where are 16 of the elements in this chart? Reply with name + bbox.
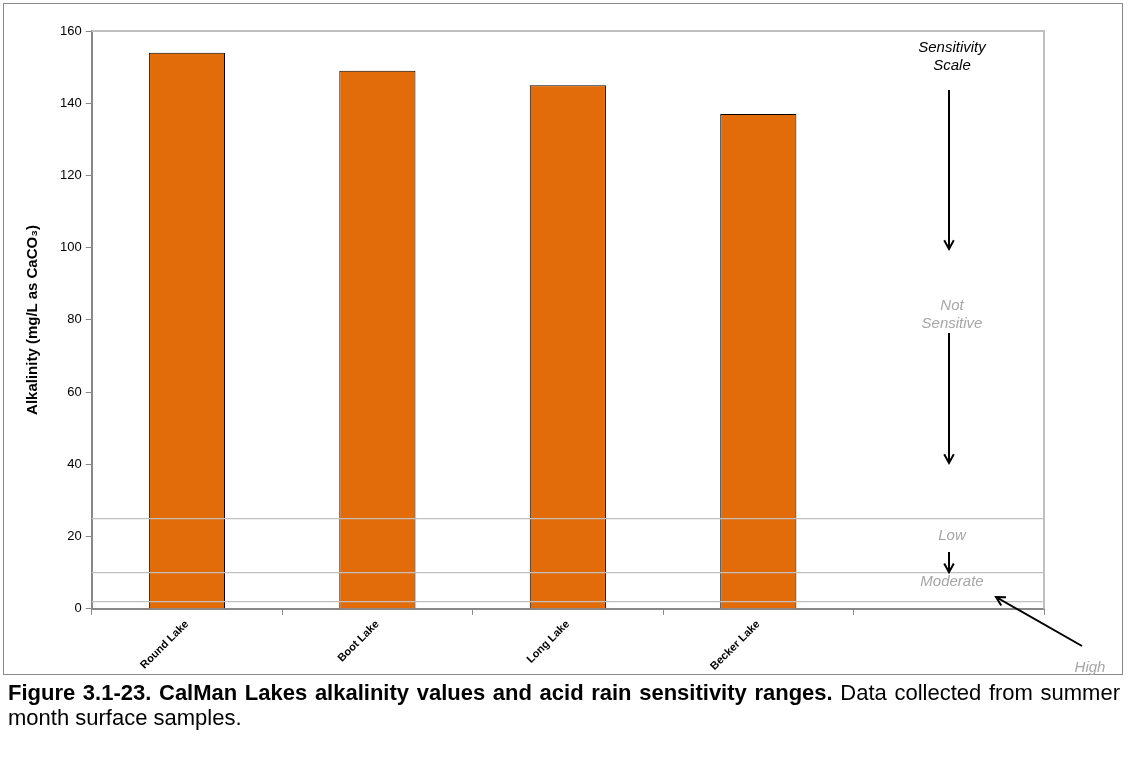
text: High	[1074, 657, 1106, 676]
y-tick-label: 160	[59, 22, 82, 38]
annotation: Moderate	[919, 572, 985, 591]
y-tick-label: 0	[74, 600, 82, 616]
y-tick-label: 40	[67, 455, 82, 471]
annotation: Low	[937, 525, 968, 544]
y-tick-label: 140	[59, 94, 82, 110]
y-tick-label: 20	[67, 528, 82, 544]
y-tick-label: 100	[59, 239, 82, 255]
annotation: Sensitivity Scale	[917, 38, 988, 74]
text: Figure 3.1-23. CalMan Lakes alkalinity values and acid rain sensitivity ranges.	[8, 680, 833, 705]
annotation: Not Sensitive	[920, 295, 984, 332]
y-tick-label: 80	[67, 311, 82, 327]
y-axis-title: Alkalinity (mg/L as CaCO₃)	[23, 224, 41, 415]
y-tick-label: 60	[67, 383, 82, 399]
y-tick-label: 120	[59, 167, 82, 183]
